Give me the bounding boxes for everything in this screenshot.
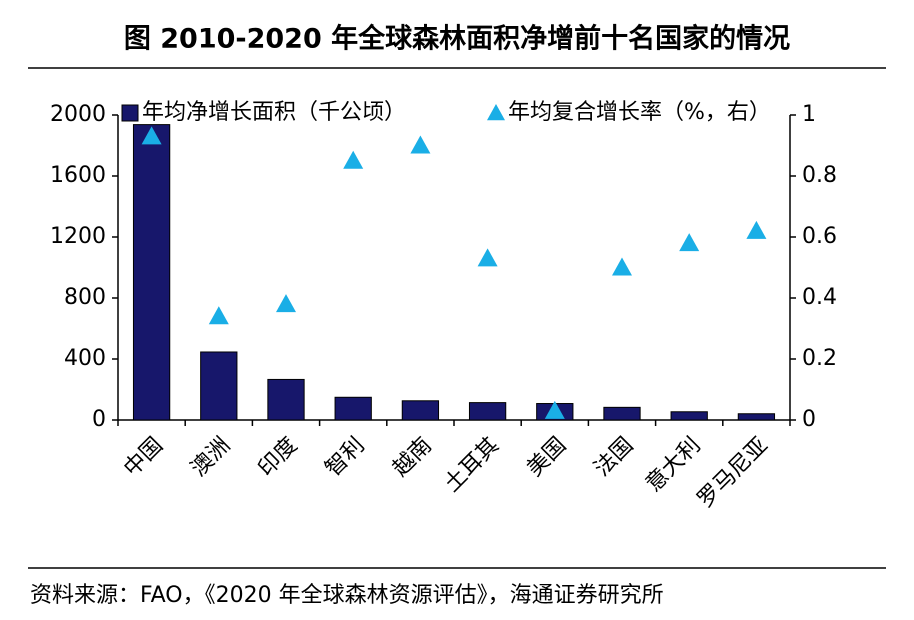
- bar: [401, 400, 440, 421]
- y-tick-label: 800: [64, 285, 106, 310]
- x-tick-label: 中国: [119, 433, 168, 482]
- triangle-marker: [208, 306, 229, 325]
- x-tick-label: 土耳其: [440, 433, 504, 497]
- bar: [670, 411, 708, 421]
- x-tick-label: 罗马尼亚: [693, 433, 773, 513]
- triangle-marker: [544, 400, 565, 419]
- triangle-marker: [679, 233, 700, 252]
- legend-swatch: [487, 104, 505, 121]
- x-tick-label: 印度: [254, 433, 303, 482]
- bar: [334, 396, 372, 421]
- triangle-marker: [141, 126, 162, 145]
- x-tick-label: 澳洲: [186, 433, 235, 482]
- x-tick-label: 智利: [321, 433, 370, 482]
- legend-label: 年均净增长面积（千公顷）: [142, 100, 406, 125]
- bar: [200, 351, 238, 421]
- triangle-marker: [746, 220, 767, 239]
- y2-tick-label: 0.2: [802, 346, 837, 371]
- y-tick-label: 1600: [50, 163, 106, 188]
- y-tick-label: 1200: [50, 224, 106, 249]
- bar: [737, 413, 776, 421]
- bar: [468, 402, 507, 421]
- legend-swatch: [121, 104, 139, 122]
- y-tick-label: 2000: [50, 102, 106, 127]
- triangle-marker: [410, 135, 431, 154]
- y-tick-label: 400: [64, 346, 106, 371]
- y-tick-label: 0: [92, 407, 106, 432]
- bar: [132, 124, 171, 421]
- y2-tick-label: 1: [802, 102, 816, 127]
- bar: [267, 378, 305, 421]
- x-tick-label: 法国: [590, 433, 639, 482]
- source-note: 资料来源：FAO，《2020 年全球森林资源评估》，海通证券研究所: [30, 583, 664, 608]
- triangle-marker: [343, 150, 364, 169]
- x-tick-label: 美国: [522, 433, 571, 482]
- y2-tick-label: 0.6: [802, 224, 837, 249]
- y2-tick-label: 0.4: [802, 285, 837, 310]
- triangle-marker: [477, 248, 498, 267]
- chart-title: 图 2010-2020 年全球森林面积净增前十名国家的情况: [124, 23, 790, 55]
- triangle-marker: [276, 294, 296, 313]
- x-tick-label: 意大利: [641, 433, 705, 497]
- legend-label: 年均复合增长率（%，右）: [508, 100, 771, 125]
- bar: [603, 406, 641, 421]
- y2-tick-label: 0: [802, 407, 816, 432]
- triangle-marker: [612, 257, 632, 276]
- x-tick-label: 越南: [388, 433, 437, 482]
- y2-tick-label: 0.8: [802, 163, 837, 188]
